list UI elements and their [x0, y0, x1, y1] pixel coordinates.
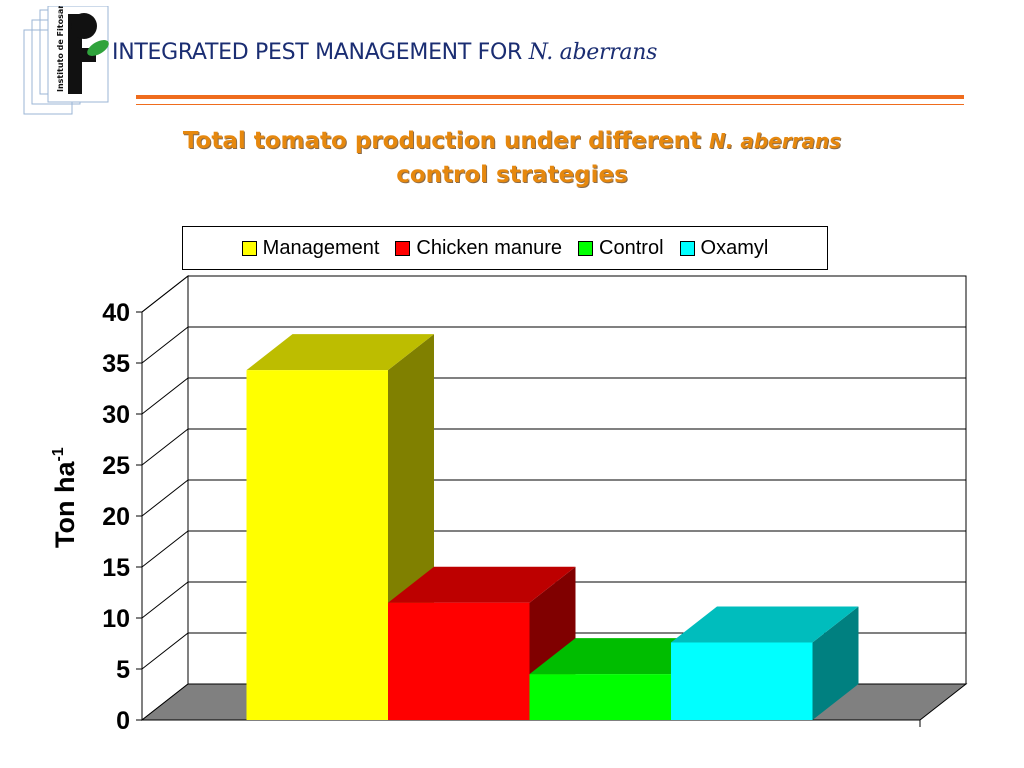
- legend-swatch: [241, 240, 257, 256]
- legend-item: Control: [578, 236, 664, 260]
- legend-item: Management: [241, 236, 380, 260]
- y-tick-label: 30: [102, 401, 130, 429]
- legend-label: Oxamyl: [700, 236, 769, 259]
- y-tick-label: 10: [102, 605, 130, 633]
- legend-swatch: [395, 240, 411, 256]
- gridline: [141, 479, 966, 517]
- gridline: [141, 581, 966, 619]
- gridline: [141, 326, 966, 364]
- legend-label: Management: [262, 236, 380, 259]
- gridline: [141, 377, 966, 415]
- header-rule-thick: [136, 95, 964, 99]
- bar: [388, 602, 530, 720]
- y-tick-label: 15: [102, 554, 130, 582]
- institute-logo: Instituto de Fitosanidad: [23, 6, 109, 115]
- slide-title-line2: control strategies: [396, 162, 628, 188]
- slide-title-italic: N. aberrans: [709, 129, 842, 153]
- logo-text: Instituto de Fitosanidad: [56, 6, 65, 92]
- bar-side: [812, 606, 859, 720]
- y-tick-label: 0: [116, 707, 130, 735]
- gridline: [141, 275, 966, 313]
- y-tick-label: 40: [102, 299, 130, 327]
- bar: [246, 370, 388, 720]
- legend-swatch: [679, 240, 695, 256]
- legend-item: Chicken manure: [395, 237, 562, 260]
- legend-swatch: [578, 240, 594, 256]
- y-axis-label: Ton ha-1: [50, 447, 80, 548]
- header-title-italic: N. aberrans: [528, 40, 658, 65]
- header-rule-thin: [136, 104, 964, 105]
- bar-top: [388, 566, 576, 603]
- y-tick-label: 35: [102, 350, 130, 378]
- bar: [529, 674, 671, 720]
- bar: [671, 642, 813, 720]
- gridline: [141, 530, 966, 568]
- y-tick-label: 5: [116, 656, 130, 684]
- header-title: INTEGRATED PEST MANAGEMENT FOR N. aberra…: [112, 40, 657, 65]
- y-axis-label-text: Ton ha: [50, 461, 80, 548]
- legend-item: Oxamyl: [679, 236, 769, 260]
- legend-label: Control: [599, 236, 664, 259]
- bar-top: [529, 638, 717, 675]
- header-title-main: INTEGRATED PEST MANAGEMENT FOR: [112, 40, 523, 65]
- legend-label: Chicken manure: [416, 236, 563, 259]
- bar-top: [671, 606, 859, 643]
- gridline: [141, 428, 966, 466]
- slide-title-line1: Total tomato production under different: [182, 128, 702, 154]
- y-tick-label: 20: [102, 503, 130, 531]
- y-axis-label-superscript: -1: [50, 447, 67, 461]
- chart-legend: Management Chicken manure Control Oxamyl: [182, 226, 828, 270]
- slide-title: Total tomato production under different …: [0, 124, 1024, 192]
- y-tick-label: 25: [102, 452, 130, 480]
- bar-top: [246, 334, 434, 371]
